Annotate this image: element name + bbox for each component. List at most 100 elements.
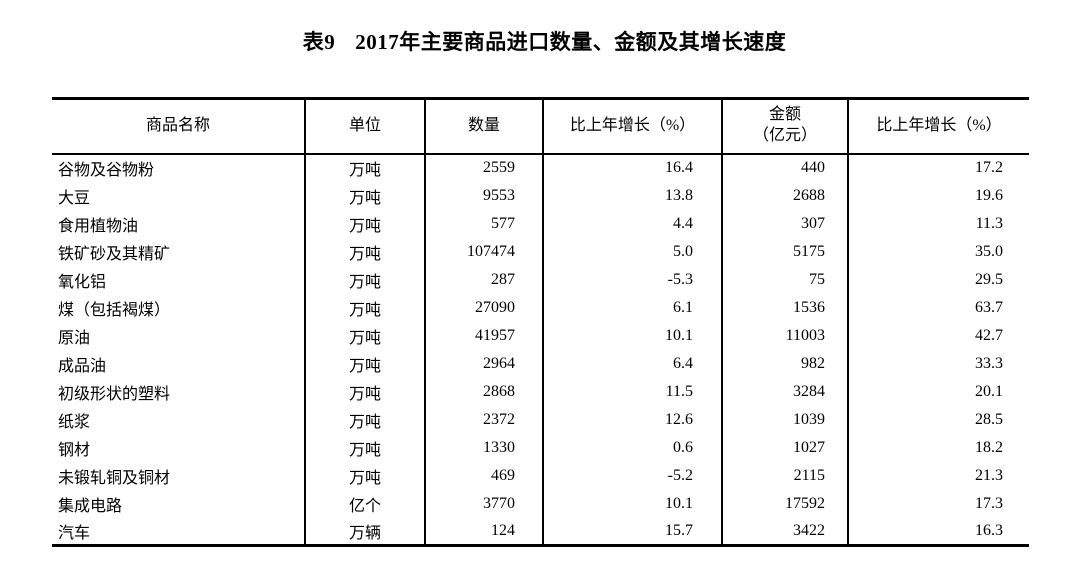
cell-unit: 万吨 — [304, 209, 425, 238]
column-header-quantity-growth: 比上年增长（%） — [542, 98, 722, 155]
commodity-import-table: 商品名称 单位 数量 比上年增长（%） 金额 （亿元） 比上年增长（%） 谷物及… — [52, 97, 1029, 547]
cell-quantity-growth: 10.1 — [542, 321, 722, 350]
table-row: 食用植物油 万吨 577 4.4 307 11.3 — [52, 209, 1029, 238]
cell-amount-growth: 16.3 — [847, 517, 1029, 546]
cell-quantity: 2964 — [424, 349, 543, 378]
cell-amount-growth: 17.2 — [847, 153, 1029, 182]
cell-quantity: 124 — [424, 517, 543, 546]
cell-name: 钢材 — [58, 441, 91, 459]
cell-name: 集成电路 — [58, 497, 123, 515]
cell-unit: 万吨 — [304, 405, 425, 434]
cell-amount: 1027 — [721, 433, 848, 462]
cell-quantity-growth: 12.6 — [542, 405, 722, 434]
cell-name: 铁矿砂及其精矿 — [58, 245, 171, 263]
cell-amount: 5175 — [721, 237, 848, 266]
cell-unit: 万吨 — [304, 181, 425, 210]
cell-amount: 3422 — [721, 517, 848, 546]
cell-name: 纸浆 — [58, 413, 91, 431]
cell-name: 谷物及谷物粉 — [58, 162, 155, 179]
cell-amount-growth: 42.7 — [847, 321, 1029, 350]
cell-unit: 万吨 — [304, 461, 425, 490]
header-row: 商品名称 单位 数量 比上年增长（%） 金额 （亿元） 比上年增长（%） — [52, 98, 1029, 155]
cell-unit: 万吨 — [304, 237, 425, 266]
column-header-amount-line2: （亿元） — [752, 127, 817, 145]
cell-unit: 万吨 — [304, 153, 425, 182]
table-row: 钢材 万吨 1330 0.6 1027 18.2 — [52, 433, 1029, 462]
table-row: 汽车 万辆 124 15.7 3422 16.3 — [52, 517, 1029, 546]
table-row: 铁矿砂及其精矿 万吨 107474 5.0 5175 35.0 — [52, 237, 1029, 266]
cell-amount: 17592 — [721, 489, 848, 518]
cell-name: 氧化铝 — [58, 273, 107, 291]
cell-amount: 75 — [721, 265, 848, 294]
cell-unit: 万吨 — [304, 293, 425, 322]
cell-quantity-growth: 13.8 — [542, 181, 722, 210]
table-row: 大豆 万吨 9553 13.8 2688 19.6 — [52, 181, 1029, 210]
cell-unit: 万吨 — [304, 265, 425, 294]
cell-amount: 307 — [721, 209, 848, 238]
cell-amount-growth: 63.7 — [847, 293, 1029, 322]
cell-quantity: 2372 — [424, 405, 543, 434]
cell-quantity: 3770 — [424, 489, 543, 518]
cell-quantity: 2868 — [424, 377, 543, 406]
cell-unit: 万吨 — [304, 321, 425, 350]
cell-name: 初级形状的塑料 — [58, 385, 171, 403]
cell-name: 未锻轧铜及铜材 — [58, 469, 171, 487]
cell-amount-growth: 17.3 — [847, 489, 1029, 518]
cell-unit: 万吨 — [304, 433, 425, 462]
table-row: 谷物及谷物粉 万吨 2559 16.4 440 17.2 — [52, 153, 1029, 182]
cell-quantity-growth: 0.6 — [542, 433, 722, 462]
column-header-amount: 金额 （亿元） — [721, 98, 848, 155]
cell-amount: 1536 — [721, 293, 848, 322]
cell-quantity-growth: 15.7 — [542, 517, 722, 546]
column-header-unit: 单位 — [304, 98, 425, 155]
cell-quantity-growth: 10.1 — [542, 489, 722, 518]
cell-amount-growth: 19.6 — [847, 181, 1029, 210]
cell-name: 煤（包括褐煤） — [58, 301, 171, 319]
cell-name: 原油 — [58, 329, 91, 347]
table-row: 集成电路 亿个 3770 10.1 17592 17.3 — [52, 489, 1029, 518]
table-body: 谷物及谷物粉 万吨 2559 16.4 440 17.2 大豆 万吨 9553 … — [52, 153, 1029, 546]
cell-quantity: 1330 — [424, 433, 543, 462]
table-row: 氧化铝 万吨 287 -5.3 75 29.5 — [52, 265, 1029, 294]
cell-quantity-growth: 16.4 — [542, 153, 722, 182]
cell-quantity: 2559 — [424, 153, 543, 182]
cell-quantity: 9553 — [424, 181, 543, 210]
cell-amount: 2688 — [721, 181, 848, 210]
table-title-text: 2017年主要商品进口数量、金额及其增长速度 — [355, 30, 787, 54]
cell-quantity-growth: 6.1 — [542, 293, 722, 322]
cell-quantity: 469 — [424, 461, 543, 490]
cell-quantity-growth: 6.4 — [542, 349, 722, 378]
cell-quantity-growth: 5.0 — [542, 237, 722, 266]
cell-name: 成品油 — [58, 357, 107, 375]
cell-amount: 982 — [721, 349, 848, 378]
cell-amount: 2115 — [721, 461, 848, 490]
table-number: 表9 — [302, 30, 336, 54]
cell-amount: 440 — [721, 153, 848, 182]
table-row: 初级形状的塑料 万吨 2868 11.5 3284 20.1 — [52, 377, 1029, 406]
column-header-quantity: 数量 — [424, 98, 543, 155]
cell-amount-growth: 20.1 — [847, 377, 1029, 406]
cell-quantity: 287 — [424, 265, 543, 294]
table-row: 成品油 万吨 2964 6.4 982 33.3 — [52, 349, 1029, 378]
cell-name: 食用植物油 — [58, 217, 139, 235]
cell-amount: 1039 — [721, 405, 848, 434]
cell-quantity-growth: -5.2 — [542, 461, 722, 490]
cell-amount-growth: 35.0 — [847, 237, 1029, 266]
cell-unit: 亿个 — [304, 489, 425, 518]
cell-name: 汽车 — [58, 524, 91, 542]
cell-quantity: 27090 — [424, 293, 543, 322]
cell-unit: 万吨 — [304, 349, 425, 378]
cell-unit: 万吨 — [304, 377, 425, 406]
cell-quantity: 41957 — [424, 321, 543, 350]
column-header-amount-line1: 金额 — [768, 106, 801, 124]
cell-amount-growth: 29.5 — [847, 265, 1029, 294]
table-row: 纸浆 万吨 2372 12.6 1039 28.5 — [52, 405, 1029, 434]
cell-amount-growth: 33.3 — [847, 349, 1029, 378]
table-header: 商品名称 单位 数量 比上年增长（%） 金额 （亿元） 比上年增长（%） — [52, 98, 1029, 155]
cell-amount: 3284 — [721, 377, 848, 406]
cell-quantity-growth: 11.5 — [542, 377, 722, 406]
cell-amount-growth: 21.3 — [847, 461, 1029, 490]
table-row: 煤（包括褐煤） 万吨 27090 6.1 1536 63.7 — [52, 293, 1029, 322]
table-row: 原油 万吨 41957 10.1 11003 42.7 — [52, 321, 1029, 350]
